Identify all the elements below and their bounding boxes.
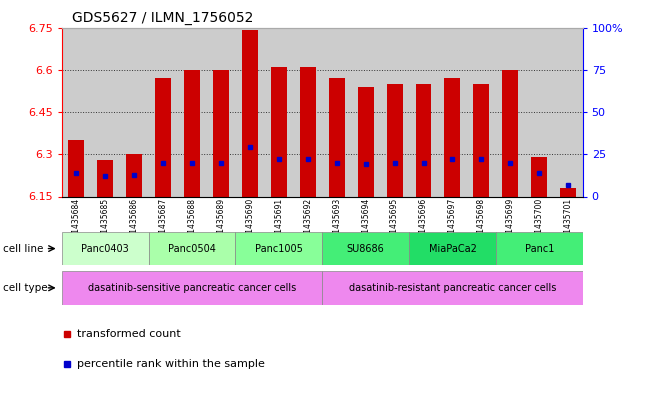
Bar <box>148 232 236 265</box>
Text: dasatinib-sensitive pancreatic cancer cells: dasatinib-sensitive pancreatic cancer ce… <box>88 283 296 293</box>
Bar <box>242 30 258 196</box>
Bar <box>503 70 518 196</box>
Text: cell type: cell type <box>3 283 48 293</box>
Bar <box>236 28 264 196</box>
Text: dasatinib-resistant pancreatic cancer cells: dasatinib-resistant pancreatic cancer ce… <box>349 283 556 293</box>
Bar <box>380 28 409 196</box>
Bar <box>90 28 120 196</box>
Text: SU8686: SU8686 <box>347 244 385 253</box>
Bar <box>126 154 142 196</box>
Bar <box>409 232 496 265</box>
Bar <box>155 78 171 196</box>
Bar <box>351 28 380 196</box>
Bar <box>496 28 525 196</box>
Text: GDS5627 / ILMN_1756052: GDS5627 / ILMN_1756052 <box>72 11 254 25</box>
Bar <box>467 28 496 196</box>
Bar <box>213 70 229 196</box>
Bar <box>68 140 84 196</box>
Text: Panc1: Panc1 <box>525 244 554 253</box>
Bar <box>445 78 460 196</box>
Bar <box>62 232 148 265</box>
Bar <box>294 28 322 196</box>
Text: percentile rank within the sample: percentile rank within the sample <box>77 359 266 369</box>
Bar <box>554 28 583 196</box>
Bar <box>322 232 409 265</box>
Bar <box>531 157 547 196</box>
Text: Panc1005: Panc1005 <box>255 244 303 253</box>
Bar <box>357 86 374 196</box>
Bar <box>178 28 206 196</box>
Bar <box>300 67 316 196</box>
Bar <box>409 28 438 196</box>
Bar <box>329 78 344 196</box>
Bar <box>206 28 236 196</box>
Bar <box>120 28 148 196</box>
Text: Panc0403: Panc0403 <box>81 244 129 253</box>
Bar <box>322 271 583 305</box>
Bar <box>236 232 322 265</box>
Bar <box>62 271 322 305</box>
Bar <box>525 28 554 196</box>
Text: MiaPaCa2: MiaPaCa2 <box>428 244 477 253</box>
Text: cell line: cell line <box>3 244 44 253</box>
Bar <box>561 188 576 196</box>
Bar <box>271 67 287 196</box>
Bar <box>322 28 351 196</box>
Text: transformed count: transformed count <box>77 329 181 339</box>
Text: Panc0504: Panc0504 <box>168 244 216 253</box>
Bar <box>184 70 200 196</box>
Bar <box>387 84 402 196</box>
Bar <box>438 28 467 196</box>
Bar <box>62 28 90 196</box>
Bar <box>97 160 113 196</box>
Bar <box>264 28 294 196</box>
Bar <box>496 232 583 265</box>
Bar <box>415 84 432 196</box>
Bar <box>148 28 178 196</box>
Bar <box>473 84 490 196</box>
